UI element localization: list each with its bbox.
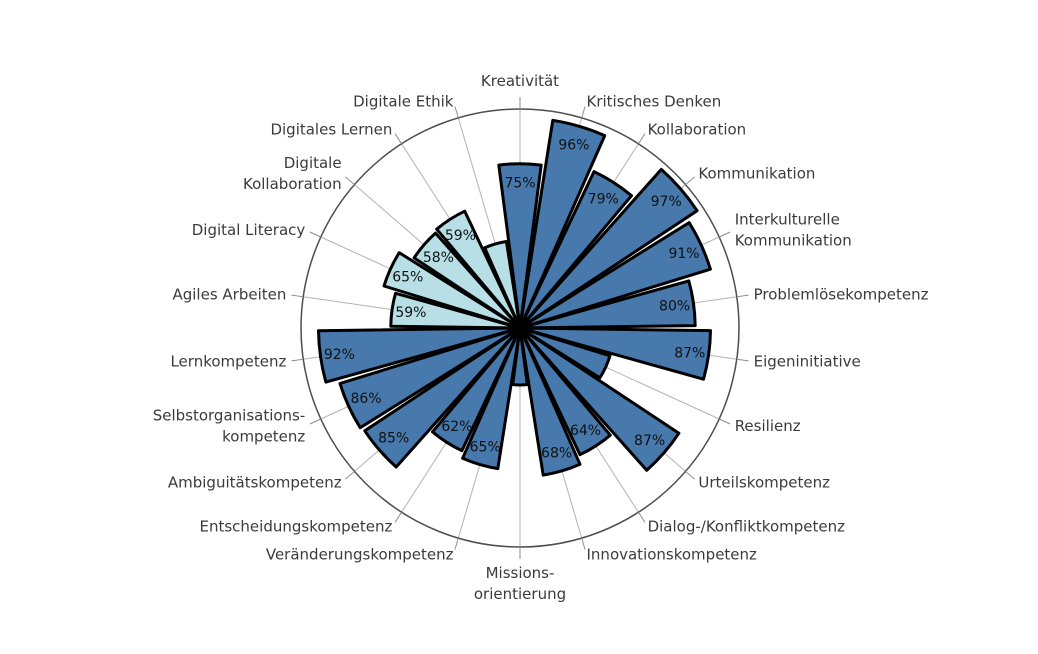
category-label: Veränderungskompetenz: [266, 545, 454, 563]
bar-value-label: 96%: [558, 137, 589, 153]
category-label: Kommunikation: [735, 232, 852, 250]
category-label: Kritisches Denken: [587, 93, 722, 111]
axis-tick: [685, 471, 695, 480]
axis-tick: [736, 358, 749, 362]
axis-tick: [581, 106, 586, 119]
category-label: Entscheidungskompetenz: [200, 518, 393, 536]
polar-bar-4[interactable]: [518, 167, 699, 330]
polar-bar-12[interactable]: [511, 326, 529, 387]
bar-value-label: 62%: [441, 419, 472, 435]
polar-bar-9[interactable]: [518, 326, 681, 472]
bar-value-label: 65%: [470, 439, 501, 455]
category-label: Missions-: [486, 564, 555, 582]
axis-tick: [309, 231, 322, 238]
axis-tick: [291, 294, 304, 298]
axis-tick: [394, 511, 403, 523]
category-label: Kreativität: [481, 72, 559, 90]
bar-value-label: 87%: [634, 433, 665, 449]
category-label: Innovationskompetenz: [587, 545, 758, 563]
axis-tick: [637, 133, 646, 145]
polar-bar-10[interactable]: [518, 326, 612, 457]
axis-tick: [291, 358, 304, 362]
polar-bar-5[interactable]: [518, 221, 712, 330]
axis-tick: [454, 537, 459, 550]
bar-value-label: 59%: [445, 228, 476, 244]
category-label: Digitale: [284, 154, 342, 172]
polar-bar-13[interactable]: [461, 326, 522, 471]
polar-bar-2[interactable]: [518, 118, 607, 330]
axis-tick: [581, 537, 586, 550]
polar-bar-22[interactable]: [483, 240, 522, 330]
axis-tick: [309, 418, 322, 425]
category-label: orientierung: [474, 585, 566, 603]
bar-value-label: 86%: [350, 391, 381, 407]
category-label: Kommunikation: [698, 165, 815, 183]
axis-tick: [394, 133, 403, 145]
polar-bar-3[interactable]: [518, 170, 633, 330]
category-label: Kollaboration: [243, 175, 342, 193]
bar-value-label: 58%: [423, 250, 454, 266]
category-label: Problemlösekompetenz: [754, 285, 929, 303]
category-label: Interkulturelle: [735, 211, 840, 229]
bar-value-label: 59%: [395, 305, 426, 321]
polar-bar-15[interactable]: [363, 326, 522, 469]
axis-tick: [718, 231, 731, 238]
category-label: Digital Literacy: [192, 221, 306, 239]
axis-tick: [637, 511, 646, 523]
polar-bar-11[interactable]: [518, 326, 582, 477]
polar-bar-14[interactable]: [431, 326, 522, 453]
bar-value-label: 92%: [324, 347, 355, 363]
category-label: Dialog-/Konfliktkompetenz: [648, 518, 846, 536]
bar-value-label: 87%: [674, 345, 705, 361]
polar-bar-17[interactable]: [317, 326, 522, 384]
bar-value-label: 75%: [504, 176, 535, 192]
bar-value-label: 65%: [392, 270, 423, 286]
category-label: Kollaboration: [648, 121, 747, 139]
axis-tick: [718, 418, 731, 425]
category-label: kompetenz: [222, 428, 305, 446]
bar-value-label: 79%: [588, 191, 619, 207]
category-label: Resilienz: [735, 417, 801, 435]
category-label: Digitales Lernen: [270, 121, 392, 139]
polar-bar-8[interactable]: [518, 326, 612, 380]
bar-value-label: 64%: [570, 423, 601, 439]
axis-tick: [736, 294, 749, 298]
bar-value-label: 85%: [378, 430, 409, 446]
axis-tick: [345, 176, 355, 185]
polar-bar-7[interactable]: [518, 326, 712, 381]
polar-bar-20[interactable]: [412, 231, 522, 330]
bar-value-label: 80%: [659, 299, 690, 315]
polar-bar-16[interactable]: [338, 326, 522, 430]
polar-bar-1[interactable]: [497, 162, 543, 330]
category-label: Eigeninitiative: [754, 353, 861, 371]
category-label: Selbstorganisations-: [153, 407, 306, 425]
polar-bar-21[interactable]: [435, 209, 522, 330]
category-label: Lernkompetenz: [170, 353, 286, 371]
polar-bar-19[interactable]: [382, 251, 522, 330]
category-label: Agiles Arbeiten: [172, 285, 286, 303]
bar-value-label: 97%: [651, 194, 682, 210]
axis-tick: [345, 471, 355, 480]
bar-value-label: 68%: [541, 446, 572, 462]
category-label: Digitale Ethik: [353, 93, 454, 111]
bar-value-label: 91%: [668, 246, 699, 262]
axis-tick: [454, 106, 459, 119]
category-label: Urteilskompetenz: [698, 474, 830, 492]
category-label: Ambiguitätskompetenz: [168, 474, 342, 492]
axis-tick: [685, 176, 695, 185]
polar-bar-6[interactable]: [518, 279, 697, 330]
